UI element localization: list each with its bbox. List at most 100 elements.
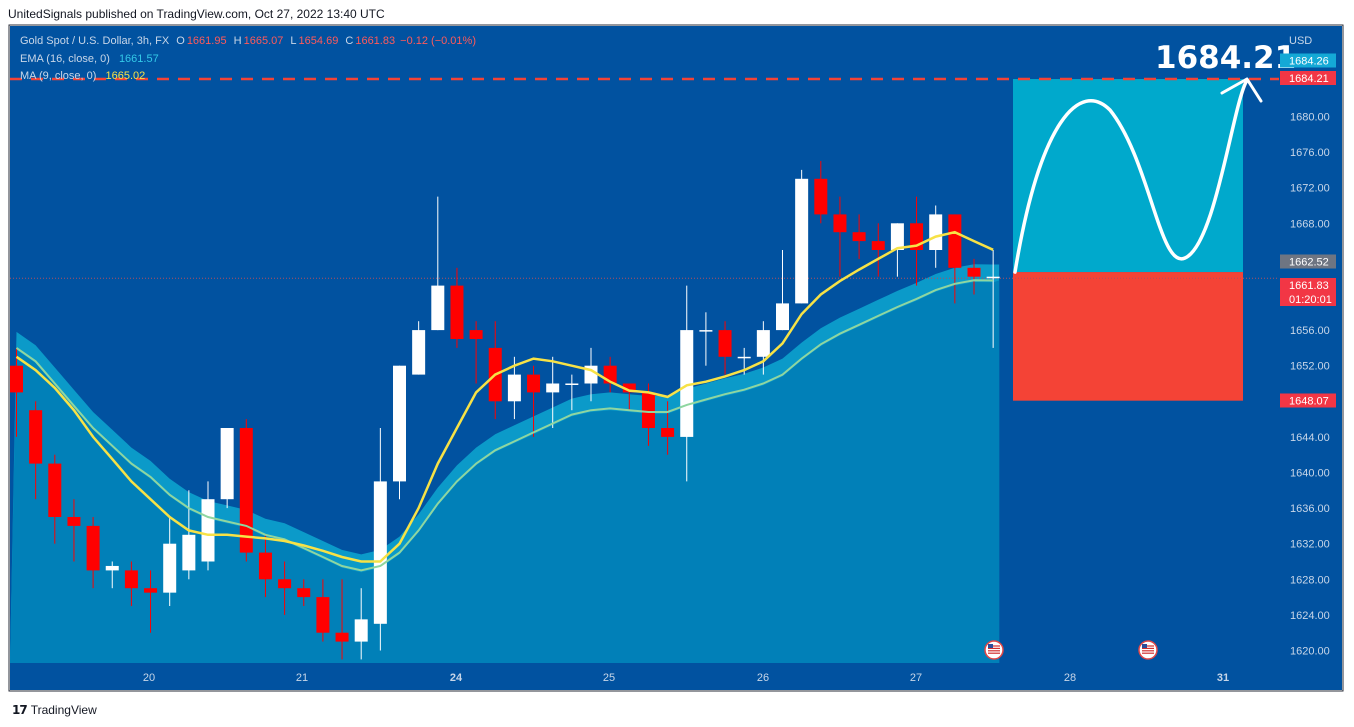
candle-body xyxy=(661,428,675,437)
price-tick-label: 1644.00 xyxy=(1290,432,1330,444)
candle xyxy=(565,374,579,411)
price-scale-background xyxy=(1279,26,1342,663)
candle xyxy=(641,383,655,446)
candle-body xyxy=(737,356,751,359)
symbol-name: Gold Spot / U.S. Dollar, 3h, FX xyxy=(20,35,170,47)
ema-legend: EMA (16, close, 0) 1661.57 xyxy=(18,53,159,65)
price-tick-label: 1624.00 xyxy=(1290,610,1330,622)
candle xyxy=(507,356,521,420)
candle xyxy=(373,428,387,651)
price-tick-label: 1652.00 xyxy=(1290,361,1330,373)
price-tick-label: 1656.00 xyxy=(1290,325,1330,337)
price-tick-label: 1628.00 xyxy=(1290,574,1330,586)
candle-body xyxy=(641,392,655,428)
ohlc-low: L 1654.69 xyxy=(290,35,339,47)
time-tick-label: 21 xyxy=(296,672,308,684)
candle xyxy=(182,490,196,580)
candle-body xyxy=(144,588,158,593)
flag-canton xyxy=(988,644,993,648)
candle-body xyxy=(929,214,943,250)
ohlc-close: C 1661.83 xyxy=(345,35,396,47)
price-tick-label: 1632.00 xyxy=(1290,539,1330,551)
stop-zone xyxy=(1013,272,1243,401)
candle-body xyxy=(565,383,579,385)
target-zone xyxy=(1013,79,1243,273)
currency-label: USD xyxy=(1289,35,1312,47)
ohlc-legend: Gold Spot / U.S. Dollar, 3h, FX O 1661.95… xyxy=(18,35,476,47)
candle xyxy=(527,365,541,437)
candle xyxy=(67,499,81,562)
time-scale-background xyxy=(10,663,1342,690)
candle xyxy=(871,223,885,277)
tradingview-brand[interactable]: TradingView xyxy=(30,703,97,717)
time-tick-label: 25 xyxy=(603,672,615,684)
candle xyxy=(718,321,732,375)
price-label-bg xyxy=(1280,53,1336,68)
publisher-line: UnitedSignals published on TradingView.c… xyxy=(8,7,385,21)
price-label-text: 1661.83 xyxy=(1289,280,1329,292)
price-tick-label: 1672.00 xyxy=(1290,183,1330,195)
candle xyxy=(86,517,100,589)
candle xyxy=(699,312,713,366)
candle-body xyxy=(622,383,636,393)
candle-body xyxy=(814,178,828,215)
chart-frame xyxy=(8,24,1344,692)
price-label-bg xyxy=(1280,278,1336,306)
candle-body xyxy=(373,481,387,624)
candle-body xyxy=(680,330,694,437)
us-flag-event-icon xyxy=(984,640,1004,660)
candle xyxy=(48,454,62,544)
us-flag-event-icon xyxy=(1138,640,1158,660)
candle xyxy=(469,321,483,384)
candle-body xyxy=(393,365,406,482)
candle xyxy=(546,356,560,428)
candle xyxy=(622,383,636,411)
candle-body xyxy=(852,232,866,242)
price-tick-label: 1640.00 xyxy=(1290,468,1330,480)
price-label-bg xyxy=(1280,71,1336,85)
candle xyxy=(680,285,694,482)
candle-body xyxy=(507,374,521,402)
candle-body xyxy=(105,565,119,571)
candle xyxy=(278,561,292,615)
candle-body xyxy=(986,276,1000,279)
time-tick-label: 20 xyxy=(143,672,155,684)
candle xyxy=(354,588,368,660)
candle-body xyxy=(297,588,311,598)
candle xyxy=(297,579,311,606)
price-label-box: 1661.83 01:20:01 xyxy=(1280,278,1336,306)
price-label-box: 1662.52 xyxy=(1280,254,1336,269)
candle-body xyxy=(86,525,100,571)
candle xyxy=(776,250,789,331)
candle xyxy=(163,517,177,606)
price-label-box: 1684.26 xyxy=(1280,53,1336,68)
candle-body xyxy=(833,214,847,233)
candle xyxy=(986,250,1000,348)
price-label-box: 1648.07 xyxy=(1280,393,1336,408)
ma-label: MA (9, close, 0) xyxy=(20,70,97,82)
target-price-label: 1684.21 xyxy=(1155,40,1296,76)
candle-body xyxy=(67,517,81,526)
candle-body xyxy=(431,285,445,331)
flag-canton xyxy=(1142,644,1147,648)
candle xyxy=(756,321,770,375)
candle-body xyxy=(412,330,426,375)
candle-body xyxy=(450,285,464,339)
price-tick-label: 1620.00 xyxy=(1290,646,1330,658)
price-tick-label: 1676.00 xyxy=(1290,147,1330,159)
candle-body xyxy=(48,463,62,517)
candle xyxy=(948,214,962,304)
time-tick-label: 24 xyxy=(450,672,463,684)
candle-body xyxy=(316,597,330,633)
candle xyxy=(795,169,809,304)
price-tick-label: 1680.00 xyxy=(1290,112,1330,124)
ema-line xyxy=(15,279,994,572)
price-label-text: 1684.26 xyxy=(1289,56,1329,68)
ohlc-change: −0.12 (−0.01%) xyxy=(400,35,476,47)
candle xyxy=(144,570,158,633)
time-tick-label: 31 xyxy=(1217,672,1229,684)
ema-fill-area xyxy=(10,280,1000,663)
arrow-head-icon xyxy=(1220,77,1263,103)
candle xyxy=(393,365,406,500)
